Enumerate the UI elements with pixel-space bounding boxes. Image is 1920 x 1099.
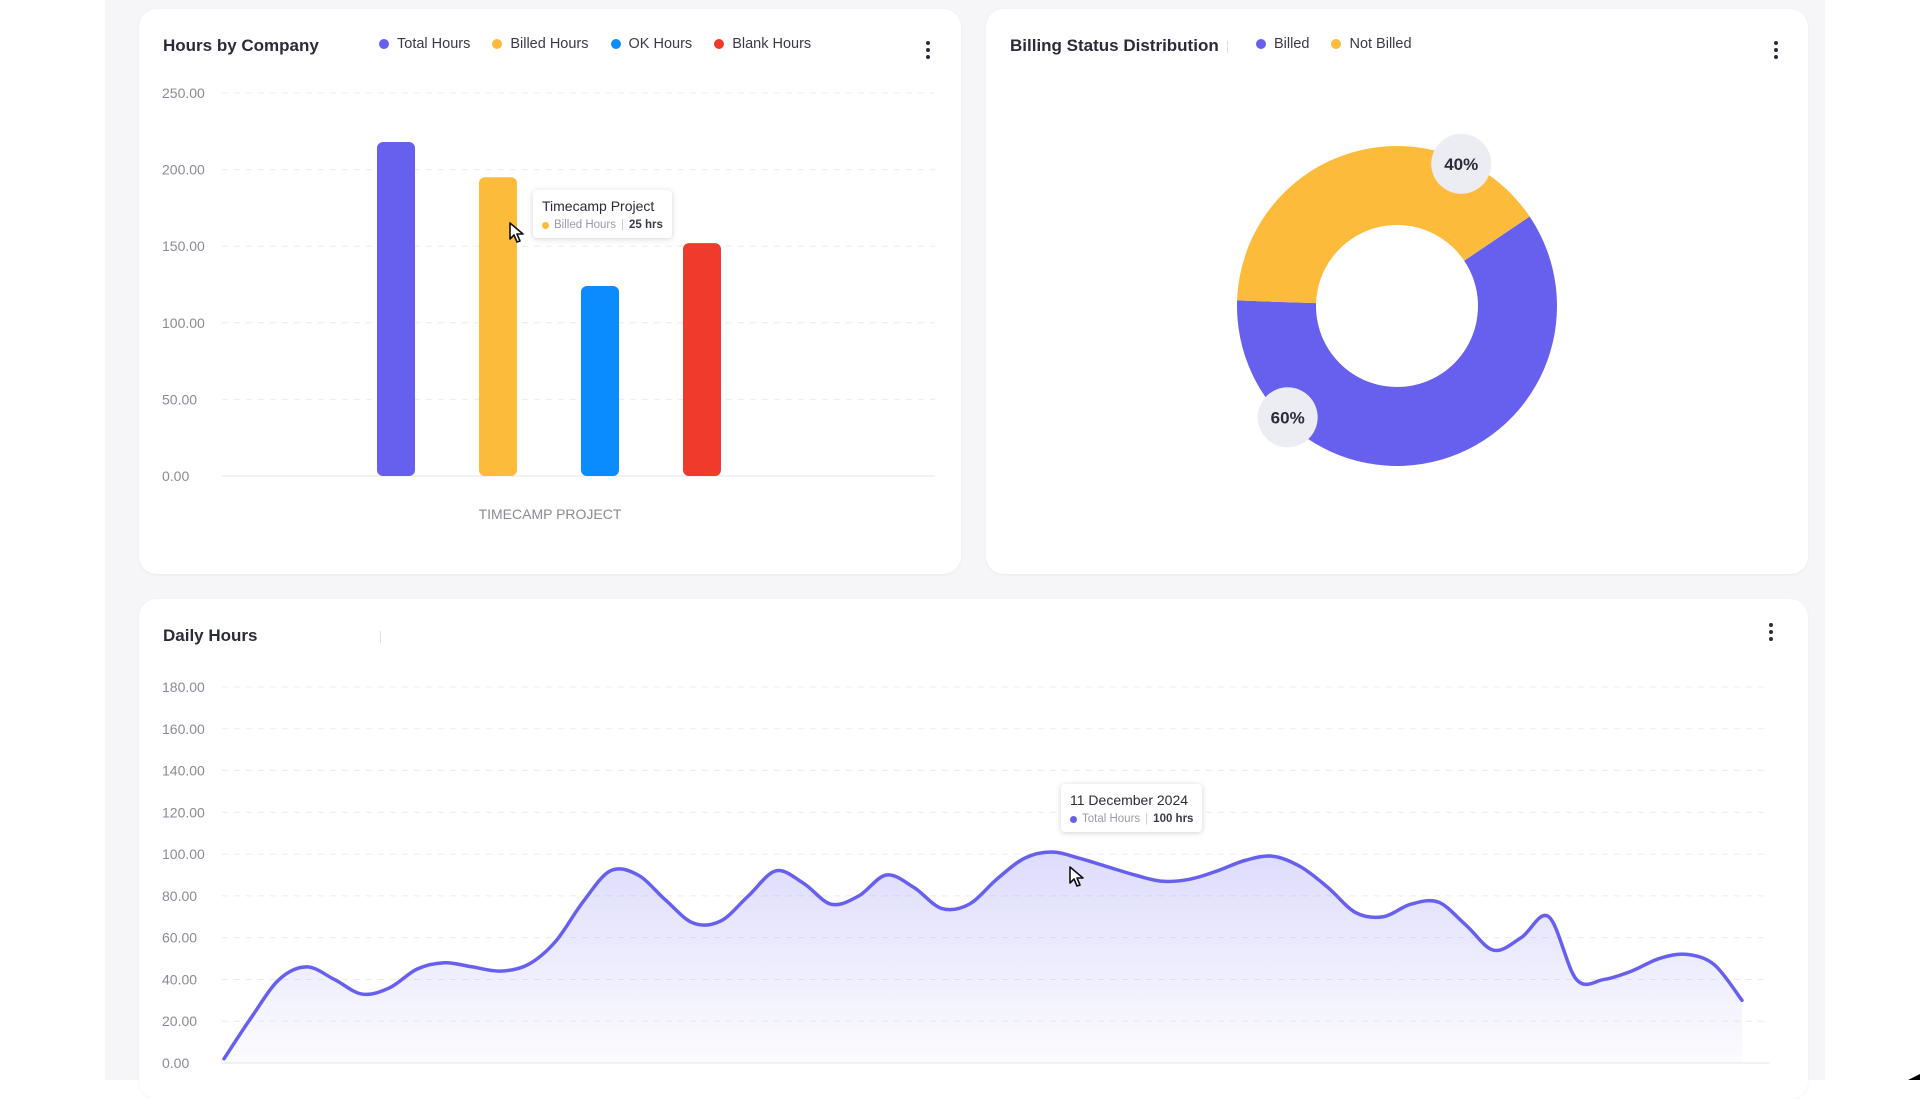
bar-total-hours bbox=[377, 142, 415, 477]
tooltip-value: 100 hrs bbox=[1153, 813, 1194, 825]
tooltip-title: Timecamp Project bbox=[542, 198, 655, 214]
billing-status-card: Billing Status Distribution Billed Not B… bbox=[986, 9, 1808, 574]
y-tick-label: 20.00 bbox=[162, 1013, 197, 1029]
y-tick-label: 100.00 bbox=[162, 846, 205, 862]
title-divider bbox=[1227, 41, 1228, 53]
tooltip-dot bbox=[542, 221, 549, 229]
tooltip-series: Billed Hours bbox=[554, 219, 616, 231]
hours-by-company-menu-icon[interactable] bbox=[923, 39, 933, 61]
legend-label: Total Hours bbox=[397, 36, 471, 52]
tooltip-row: Total Hours | 100 hrs bbox=[1070, 813, 1193, 825]
y-tick-label: 180.00 bbox=[162, 679, 205, 695]
y-tick-label: 160.00 bbox=[162, 721, 205, 737]
area-tooltip: 11 December 2024 Total Hours | 100 hrs bbox=[1061, 784, 1203, 832]
hours-by-company-chart: 0.00 50.00 100.00 150.00 200.00 250.00 TIMECAM… bbox=[162, 85, 935, 522]
tooltip-separator: | bbox=[1145, 813, 1149, 825]
billing-status-chart: 60% 40% bbox=[1236, 133, 1557, 466]
slice-billed bbox=[1236, 216, 1557, 466]
legend-item-total-hours[interactable]: Total Hours bbox=[379, 36, 470, 52]
y-tick-label: 60.00 bbox=[162, 930, 197, 946]
tooltip-row: Billed Hours | 25 hrs bbox=[542, 219, 663, 231]
legend-label: Billed bbox=[1274, 36, 1310, 52]
y-tick-label: 0.00 bbox=[162, 1055, 189, 1071]
billing-status-menu-icon[interactable] bbox=[1771, 39, 1781, 61]
daily-hours-title: Daily Hours bbox=[163, 626, 258, 645]
legend-item-billed-hours[interactable]: Billed Hours bbox=[492, 36, 589, 52]
y-tick-label: 250.00 bbox=[162, 85, 205, 101]
mouse-cursor-icon bbox=[1069, 866, 1084, 887]
legend-dot bbox=[379, 39, 389, 49]
tooltip-separator: | bbox=[621, 219, 624, 231]
slice-label-badge bbox=[1431, 133, 1492, 194]
legend-item-not-billed[interactable]: Not Billed bbox=[1331, 36, 1412, 52]
y-tick-label: 80.00 bbox=[162, 888, 197, 904]
legend-dot bbox=[1331, 39, 1342, 49]
bar-ok-hours bbox=[581, 286, 619, 476]
y-tick-label: 140.00 bbox=[162, 763, 205, 779]
mouse-cursor-icon bbox=[509, 222, 524, 243]
billing-status-legend: Billed Not Billed bbox=[1256, 36, 1412, 52]
bar-billed-hours bbox=[479, 177, 517, 476]
legend-dot bbox=[492, 39, 503, 49]
line-total-hours bbox=[222, 850, 1744, 1061]
daily-hours-chart: 0.00 20.00 40.00 60.00 80.00 100.00 120.00 140.… bbox=[162, 679, 1770, 1071]
y-tick-label: 50.00 bbox=[162, 391, 197, 407]
y-tick-label: 200.00 bbox=[162, 162, 205, 178]
tooltip-dot bbox=[1070, 815, 1077, 823]
area-fill bbox=[224, 852, 1742, 1063]
hours-by-company-card: Hours by Company Total Hours Billed Hour… bbox=[139, 9, 961, 574]
hours-by-company-legend: Total Hours Billed Hours OK Hours Blank … bbox=[379, 36, 811, 52]
y-tick-label: 40.00 bbox=[162, 971, 197, 987]
tooltip-value: 25 hrs bbox=[629, 219, 663, 231]
bar-tooltip: Timecamp Project Billed Hours | 25 hrs bbox=[533, 190, 672, 238]
corner-mark bbox=[1908, 1074, 1920, 1080]
legend-label: OK Hours bbox=[628, 36, 693, 52]
y-tick-label: 150.00 bbox=[162, 238, 205, 254]
slice-label-badge bbox=[1257, 387, 1318, 448]
x-tick-label: TIMECAMP PROJECT bbox=[479, 506, 622, 522]
legend-label: Not Billed bbox=[1349, 36, 1412, 52]
slice-label: 40% bbox=[1444, 155, 1478, 174]
legend-dot bbox=[714, 39, 725, 49]
tooltip-series: Total Hours bbox=[1082, 813, 1141, 825]
legend-item-blank-hours[interactable]: Blank Hours bbox=[714, 36, 811, 52]
bar-blank-hours bbox=[683, 243, 721, 476]
legend-dot bbox=[1256, 39, 1266, 49]
tooltip-title: 11 December 2024 bbox=[1070, 792, 1189, 808]
y-tick-label: 100.00 bbox=[162, 315, 205, 331]
legend-item-ok-hours[interactable]: OK Hours bbox=[610, 36, 693, 52]
legend-label: Billed Hours bbox=[510, 36, 589, 52]
hours-by-company-title: Hours by Company bbox=[163, 36, 319, 55]
legend-label: Blank Hours bbox=[732, 36, 812, 52]
billing-status-title: Billing Status Distribution bbox=[1010, 36, 1219, 55]
legend-dot bbox=[610, 39, 621, 49]
y-tick-label: 0.00 bbox=[162, 468, 189, 484]
y-tick-label: 120.00 bbox=[162, 804, 205, 820]
title-divider bbox=[380, 631, 381, 643]
daily-hours-menu-icon[interactable] bbox=[1766, 621, 1776, 643]
legend-item-billed[interactable]: Billed bbox=[1256, 36, 1309, 52]
slice-label: 60% bbox=[1271, 408, 1305, 427]
